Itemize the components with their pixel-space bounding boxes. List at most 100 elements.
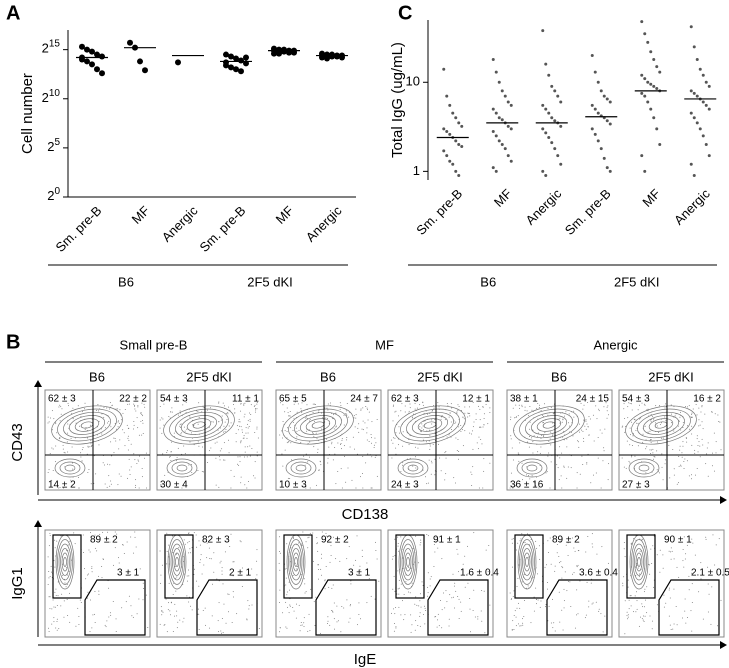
event-dot bbox=[434, 458, 436, 460]
event-dot bbox=[670, 558, 672, 560]
event-dot bbox=[231, 622, 233, 624]
data-point bbox=[689, 162, 693, 166]
event-dot bbox=[566, 446, 568, 448]
event-dot bbox=[644, 425, 646, 427]
event-dot bbox=[456, 412, 458, 414]
event-dot bbox=[85, 578, 87, 580]
event-dot bbox=[286, 594, 288, 596]
event-dot bbox=[368, 440, 370, 442]
quadrant-value: 24 ± 3 bbox=[391, 480, 419, 491]
event-dot bbox=[659, 549, 661, 551]
event-dot bbox=[544, 432, 546, 434]
event-dot bbox=[332, 584, 334, 586]
event-dot bbox=[289, 604, 291, 606]
data-point bbox=[94, 51, 100, 58]
event-dot bbox=[335, 483, 337, 485]
event-dot bbox=[89, 446, 91, 448]
event-dot bbox=[483, 590, 485, 592]
event-dot bbox=[579, 580, 581, 582]
event-dot bbox=[629, 427, 631, 429]
event-dot bbox=[90, 532, 92, 534]
event-dot bbox=[483, 470, 485, 472]
event-dot bbox=[692, 542, 694, 544]
event-dot bbox=[533, 610, 535, 612]
event-dot bbox=[483, 413, 485, 415]
event-dot bbox=[222, 459, 224, 461]
event-dot bbox=[159, 405, 161, 407]
event-dot bbox=[318, 469, 320, 471]
data-point bbox=[457, 173, 461, 177]
event-dot bbox=[641, 603, 643, 605]
event-dot bbox=[662, 479, 664, 481]
event-dot bbox=[395, 410, 397, 412]
event-dot bbox=[124, 445, 126, 447]
event-dot bbox=[398, 606, 400, 608]
event-dot bbox=[333, 628, 335, 630]
event-dot bbox=[682, 549, 684, 551]
event-dot bbox=[563, 430, 565, 432]
event-dot bbox=[63, 616, 65, 618]
event-dot bbox=[517, 577, 519, 579]
event-dot bbox=[468, 406, 470, 408]
event-dot bbox=[409, 407, 411, 409]
event-dot bbox=[289, 477, 291, 479]
event-dot bbox=[567, 466, 569, 468]
data-point bbox=[448, 159, 452, 163]
data-point bbox=[442, 67, 446, 71]
data-point bbox=[442, 149, 446, 153]
contour bbox=[397, 458, 429, 478]
event-dot bbox=[218, 602, 220, 604]
event-dot bbox=[199, 544, 201, 546]
data-point bbox=[238, 68, 244, 75]
event-dot bbox=[514, 417, 516, 419]
event-dot bbox=[455, 536, 457, 538]
event-dot bbox=[427, 535, 429, 537]
event-dot bbox=[63, 487, 65, 489]
contour bbox=[294, 411, 342, 439]
event-dot bbox=[585, 420, 587, 422]
event-dot bbox=[327, 418, 329, 420]
event-dot bbox=[629, 595, 631, 597]
event-dot bbox=[127, 403, 129, 405]
event-dot bbox=[117, 420, 119, 422]
event-dot bbox=[541, 435, 543, 437]
event-dot bbox=[256, 408, 258, 410]
event-dot bbox=[127, 449, 129, 451]
contour bbox=[542, 421, 556, 429]
event-dot bbox=[138, 460, 140, 462]
event-dot bbox=[61, 593, 63, 595]
event-dot bbox=[117, 484, 119, 486]
event-dot bbox=[570, 467, 572, 469]
event-dot bbox=[228, 439, 230, 441]
event-dot bbox=[54, 539, 56, 541]
data-point bbox=[599, 89, 603, 93]
event-dot bbox=[419, 625, 421, 627]
event-dot bbox=[702, 444, 704, 446]
event-dot bbox=[547, 414, 549, 416]
event-dot bbox=[66, 584, 68, 586]
data-point bbox=[233, 55, 239, 62]
event-dot bbox=[186, 595, 188, 597]
event-dot bbox=[108, 587, 110, 589]
event-dot bbox=[649, 430, 651, 432]
quadrant-value: 54 ± 3 bbox=[622, 394, 650, 405]
event-dot bbox=[106, 407, 108, 409]
event-dot bbox=[164, 624, 166, 626]
event-dot bbox=[606, 417, 608, 419]
event-dot bbox=[395, 432, 397, 434]
event-dot bbox=[588, 600, 590, 602]
event-dot bbox=[330, 545, 332, 547]
event-dot bbox=[676, 483, 678, 485]
event-dot bbox=[527, 585, 529, 587]
event-dot bbox=[332, 459, 334, 461]
event-dot bbox=[238, 421, 240, 423]
event-dot bbox=[161, 417, 163, 419]
event-dot bbox=[235, 432, 237, 434]
event-dot bbox=[622, 585, 624, 587]
data-point bbox=[593, 70, 597, 74]
event-dot bbox=[58, 628, 60, 630]
event-dot bbox=[222, 632, 224, 634]
event-dot bbox=[215, 484, 217, 486]
data-point bbox=[494, 169, 498, 173]
event-dot bbox=[510, 598, 512, 600]
